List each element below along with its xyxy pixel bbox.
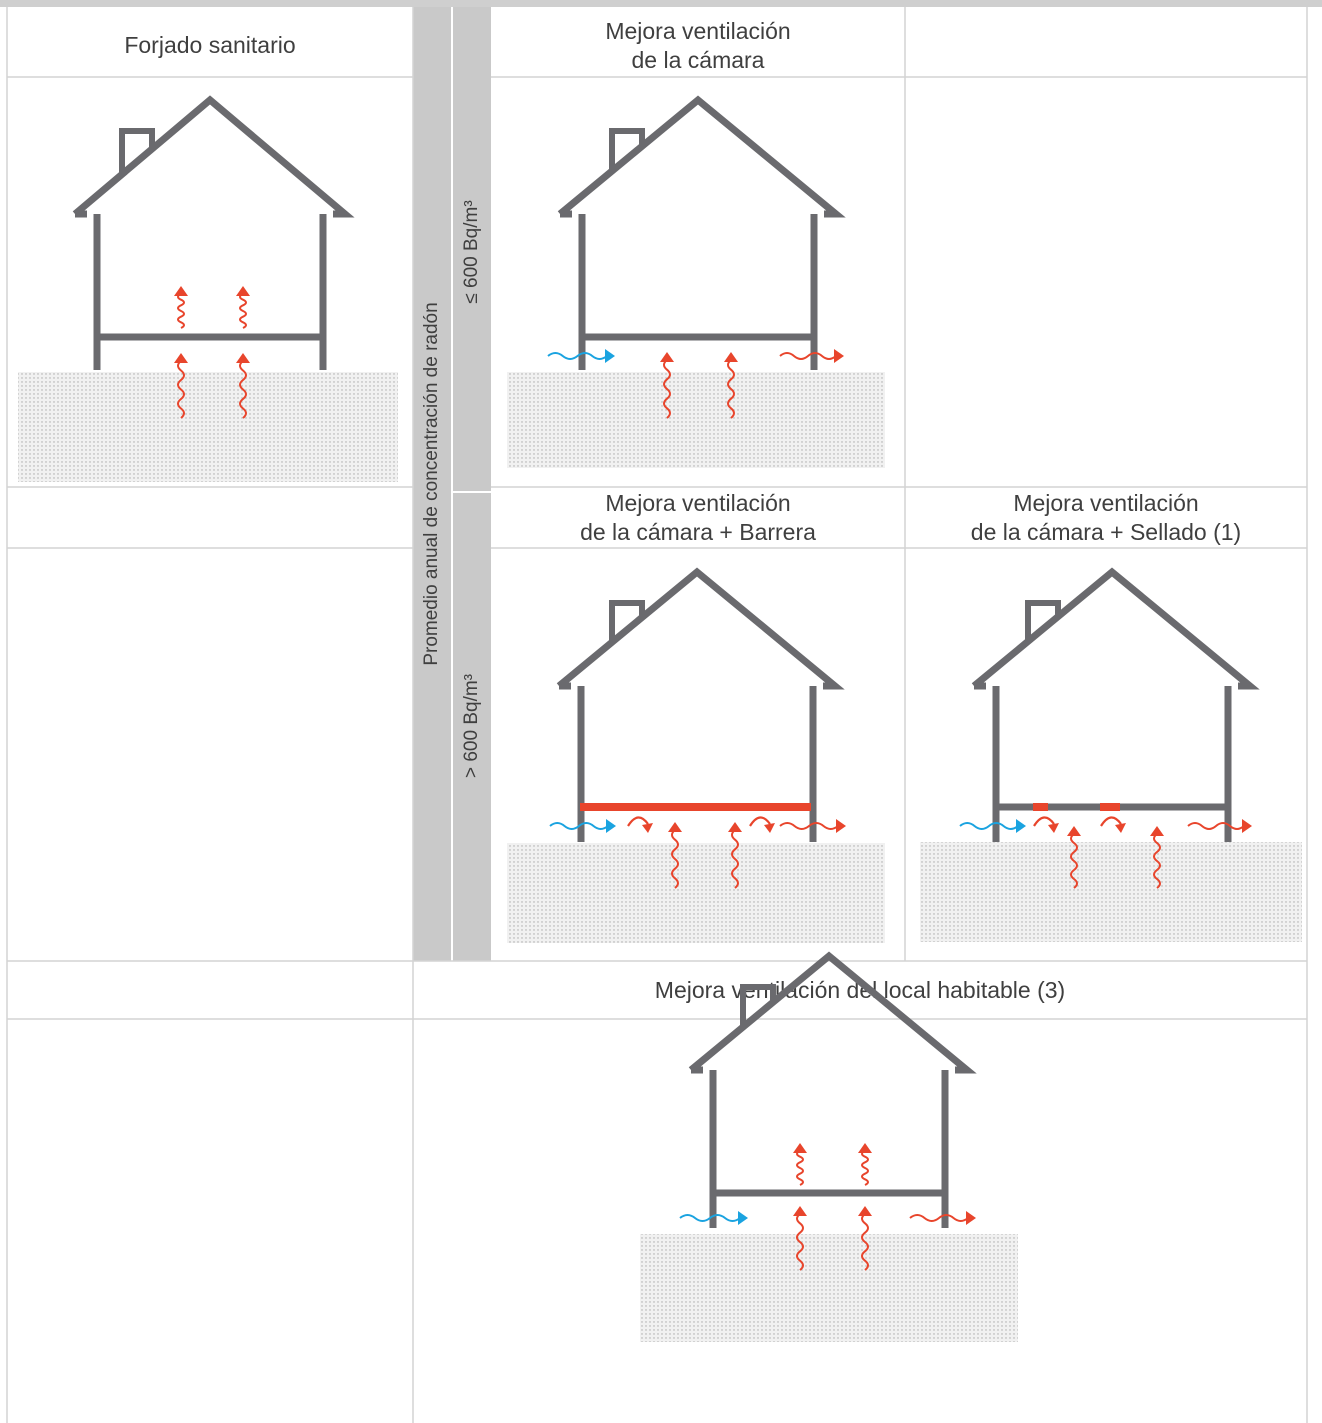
house-forjado-sanitario xyxy=(18,95,398,482)
header-mejora-sellado: Mejora ventilación de la cámara + Sellado… xyxy=(970,489,1242,545)
header-forjado-sanitario: Forjado sanitario xyxy=(124,32,296,58)
header-mejora-barrera: Mejora ventilación de la cámara + Barrera xyxy=(580,489,816,545)
house-mejora-barrera xyxy=(507,567,885,943)
top-border xyxy=(0,0,1322,7)
house-mejora-camara xyxy=(507,95,885,468)
header-mejora-camara: Mejora ventilación de la cámara xyxy=(605,17,791,73)
house-mejora-sellado xyxy=(920,567,1302,942)
house-mejora-local-habitable xyxy=(640,951,1018,1342)
